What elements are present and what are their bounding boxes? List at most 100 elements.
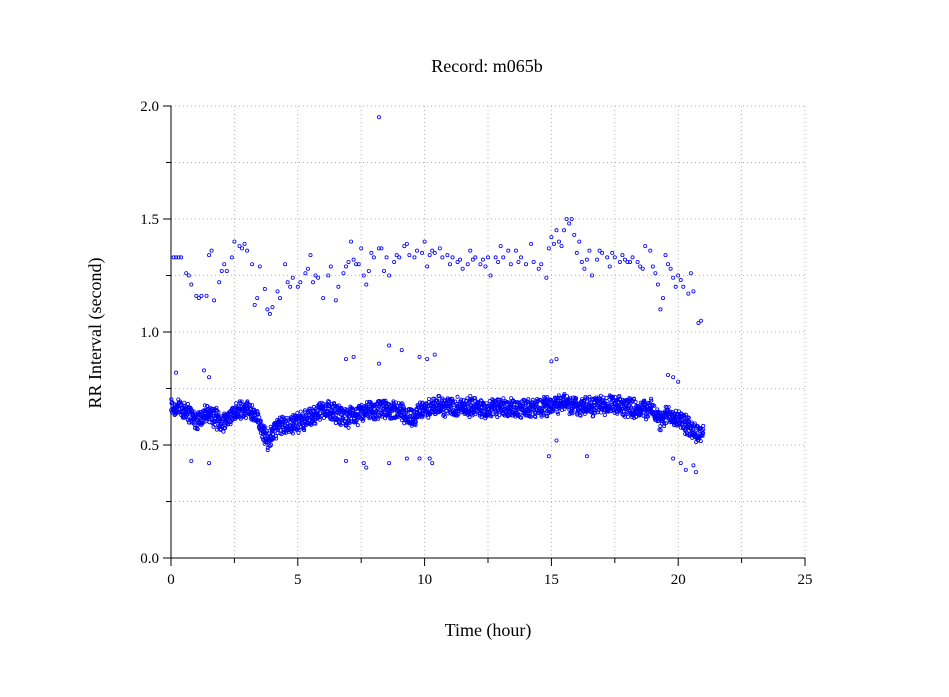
data-point <box>223 425 228 430</box>
data-point <box>508 262 513 267</box>
data-point <box>575 412 580 417</box>
data-point <box>496 259 501 264</box>
data-point <box>674 423 679 428</box>
data-point <box>288 284 293 289</box>
data-point <box>653 271 658 276</box>
data-point <box>686 291 691 296</box>
data-point <box>269 442 274 447</box>
data-point <box>267 311 272 316</box>
data-point <box>428 406 433 411</box>
data-point <box>666 262 671 267</box>
data-point <box>407 414 412 419</box>
data-point <box>681 284 686 289</box>
data-point <box>404 241 409 246</box>
data-point <box>226 422 231 427</box>
data-point <box>419 401 424 406</box>
data-point <box>361 273 366 278</box>
data-point <box>655 407 660 412</box>
data-point <box>465 262 470 267</box>
data-point <box>658 307 663 312</box>
data-point <box>327 403 332 408</box>
data-point <box>546 246 551 251</box>
data-point <box>432 250 437 255</box>
data-point <box>591 414 596 419</box>
data-point <box>354 262 359 267</box>
data-point <box>209 412 214 417</box>
data-point <box>256 411 261 416</box>
data-point <box>359 246 364 251</box>
data-point <box>671 456 676 461</box>
data-point <box>698 439 703 444</box>
data-point <box>554 438 559 443</box>
data-point <box>430 400 435 405</box>
data-point <box>265 448 270 453</box>
data-point <box>174 255 179 260</box>
data-point <box>308 253 313 258</box>
data-point <box>666 404 671 409</box>
data-point <box>447 262 452 267</box>
data-point <box>262 287 267 292</box>
data-point <box>652 403 657 408</box>
data-point <box>562 392 567 397</box>
data-point <box>298 280 303 285</box>
data-point <box>578 413 583 418</box>
data-point <box>554 228 559 233</box>
data-point <box>574 396 579 401</box>
data-point <box>371 255 376 260</box>
data-point <box>317 417 322 422</box>
data-point <box>473 255 478 260</box>
data-point <box>567 221 572 226</box>
data-point <box>404 456 409 461</box>
data-point <box>204 293 209 298</box>
data-point <box>240 246 245 251</box>
data-point <box>270 305 275 310</box>
data-point <box>628 259 633 264</box>
data-point <box>366 268 371 273</box>
data-point <box>255 409 260 414</box>
data-point <box>501 255 506 260</box>
data-point <box>562 228 567 233</box>
data-point <box>506 248 511 253</box>
data-point <box>526 397 531 402</box>
data-point <box>437 246 442 251</box>
data-point <box>595 257 600 262</box>
data-point <box>253 409 258 414</box>
data-point <box>554 357 559 362</box>
data-point <box>278 296 283 301</box>
data-point <box>431 396 436 401</box>
data-point <box>478 262 483 267</box>
data-point <box>671 375 676 380</box>
data-point <box>250 262 255 267</box>
data-point <box>343 458 348 463</box>
data-point <box>182 400 187 405</box>
data-point <box>533 415 538 420</box>
data-point <box>691 289 696 294</box>
data-point <box>460 266 465 271</box>
data-point <box>176 255 181 260</box>
data-point <box>678 278 683 283</box>
data-point <box>536 266 541 271</box>
data-point <box>169 397 174 402</box>
data-point <box>402 244 407 249</box>
data-point <box>199 293 204 298</box>
data-point <box>468 248 473 253</box>
data-point <box>186 273 191 278</box>
data-point <box>633 400 638 405</box>
data-point <box>432 352 437 357</box>
data-point <box>271 436 276 441</box>
data-point <box>620 253 625 258</box>
y-tick-label: 0.0 <box>140 551 159 567</box>
data-point <box>455 394 460 399</box>
data-point <box>648 248 653 253</box>
grid-lines <box>171 105 806 558</box>
data-points <box>169 115 706 475</box>
y-tick-label: 1.5 <box>140 212 159 228</box>
data-point <box>635 259 640 264</box>
data-point <box>666 372 671 377</box>
data-point <box>217 418 222 423</box>
data-point <box>349 239 354 244</box>
data-point <box>305 266 310 271</box>
x-tick-label: 5 <box>294 572 302 588</box>
data-point <box>422 239 427 244</box>
data-point <box>568 396 573 401</box>
